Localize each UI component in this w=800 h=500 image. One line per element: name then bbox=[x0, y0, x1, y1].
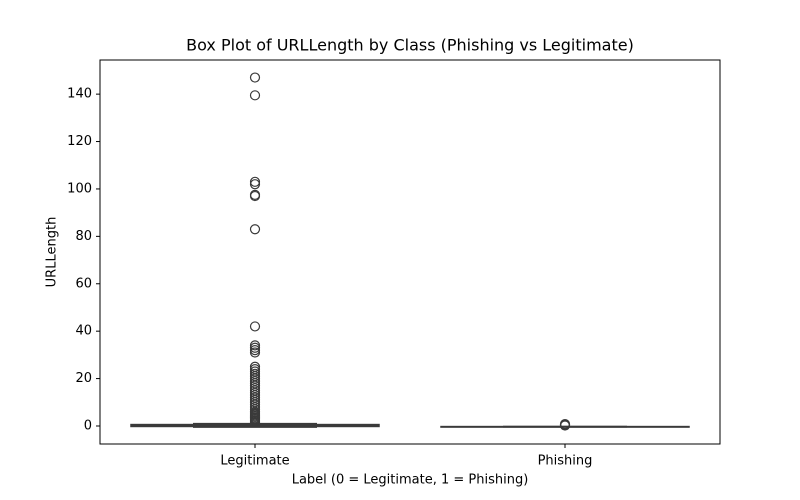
y-tick-label: 20 bbox=[75, 371, 92, 386]
outlier bbox=[249, 90, 261, 101]
y-tick-label: 120 bbox=[67, 134, 92, 149]
y-tick-label: 0 bbox=[84, 418, 92, 433]
x-tick-label: Phishing bbox=[538, 454, 593, 469]
outlier bbox=[249, 176, 261, 187]
outlier bbox=[249, 340, 261, 351]
outlier bbox=[559, 418, 571, 430]
plot-frame bbox=[99, 59, 721, 445]
outlier bbox=[249, 361, 261, 372]
outlier bbox=[249, 224, 261, 235]
chart-title: Box Plot of URLLength by Class (Phishing… bbox=[186, 36, 634, 55]
x-axis-label: Label (0 = Legitimate, 1 = Phishing) bbox=[292, 473, 529, 488]
y-tick-label: 40 bbox=[75, 324, 92, 339]
y-tick-label: 60 bbox=[75, 276, 92, 291]
y-tick-label: 100 bbox=[67, 181, 92, 196]
y-tick-label: 140 bbox=[67, 87, 92, 102]
outlier bbox=[249, 189, 261, 200]
y-tick-label: 80 bbox=[75, 229, 92, 244]
x-tick-label: Legitimate bbox=[220, 454, 289, 469]
outlier bbox=[249, 321, 261, 332]
y-axis-label: URLLength bbox=[45, 217, 60, 288]
outlier bbox=[249, 72, 261, 83]
